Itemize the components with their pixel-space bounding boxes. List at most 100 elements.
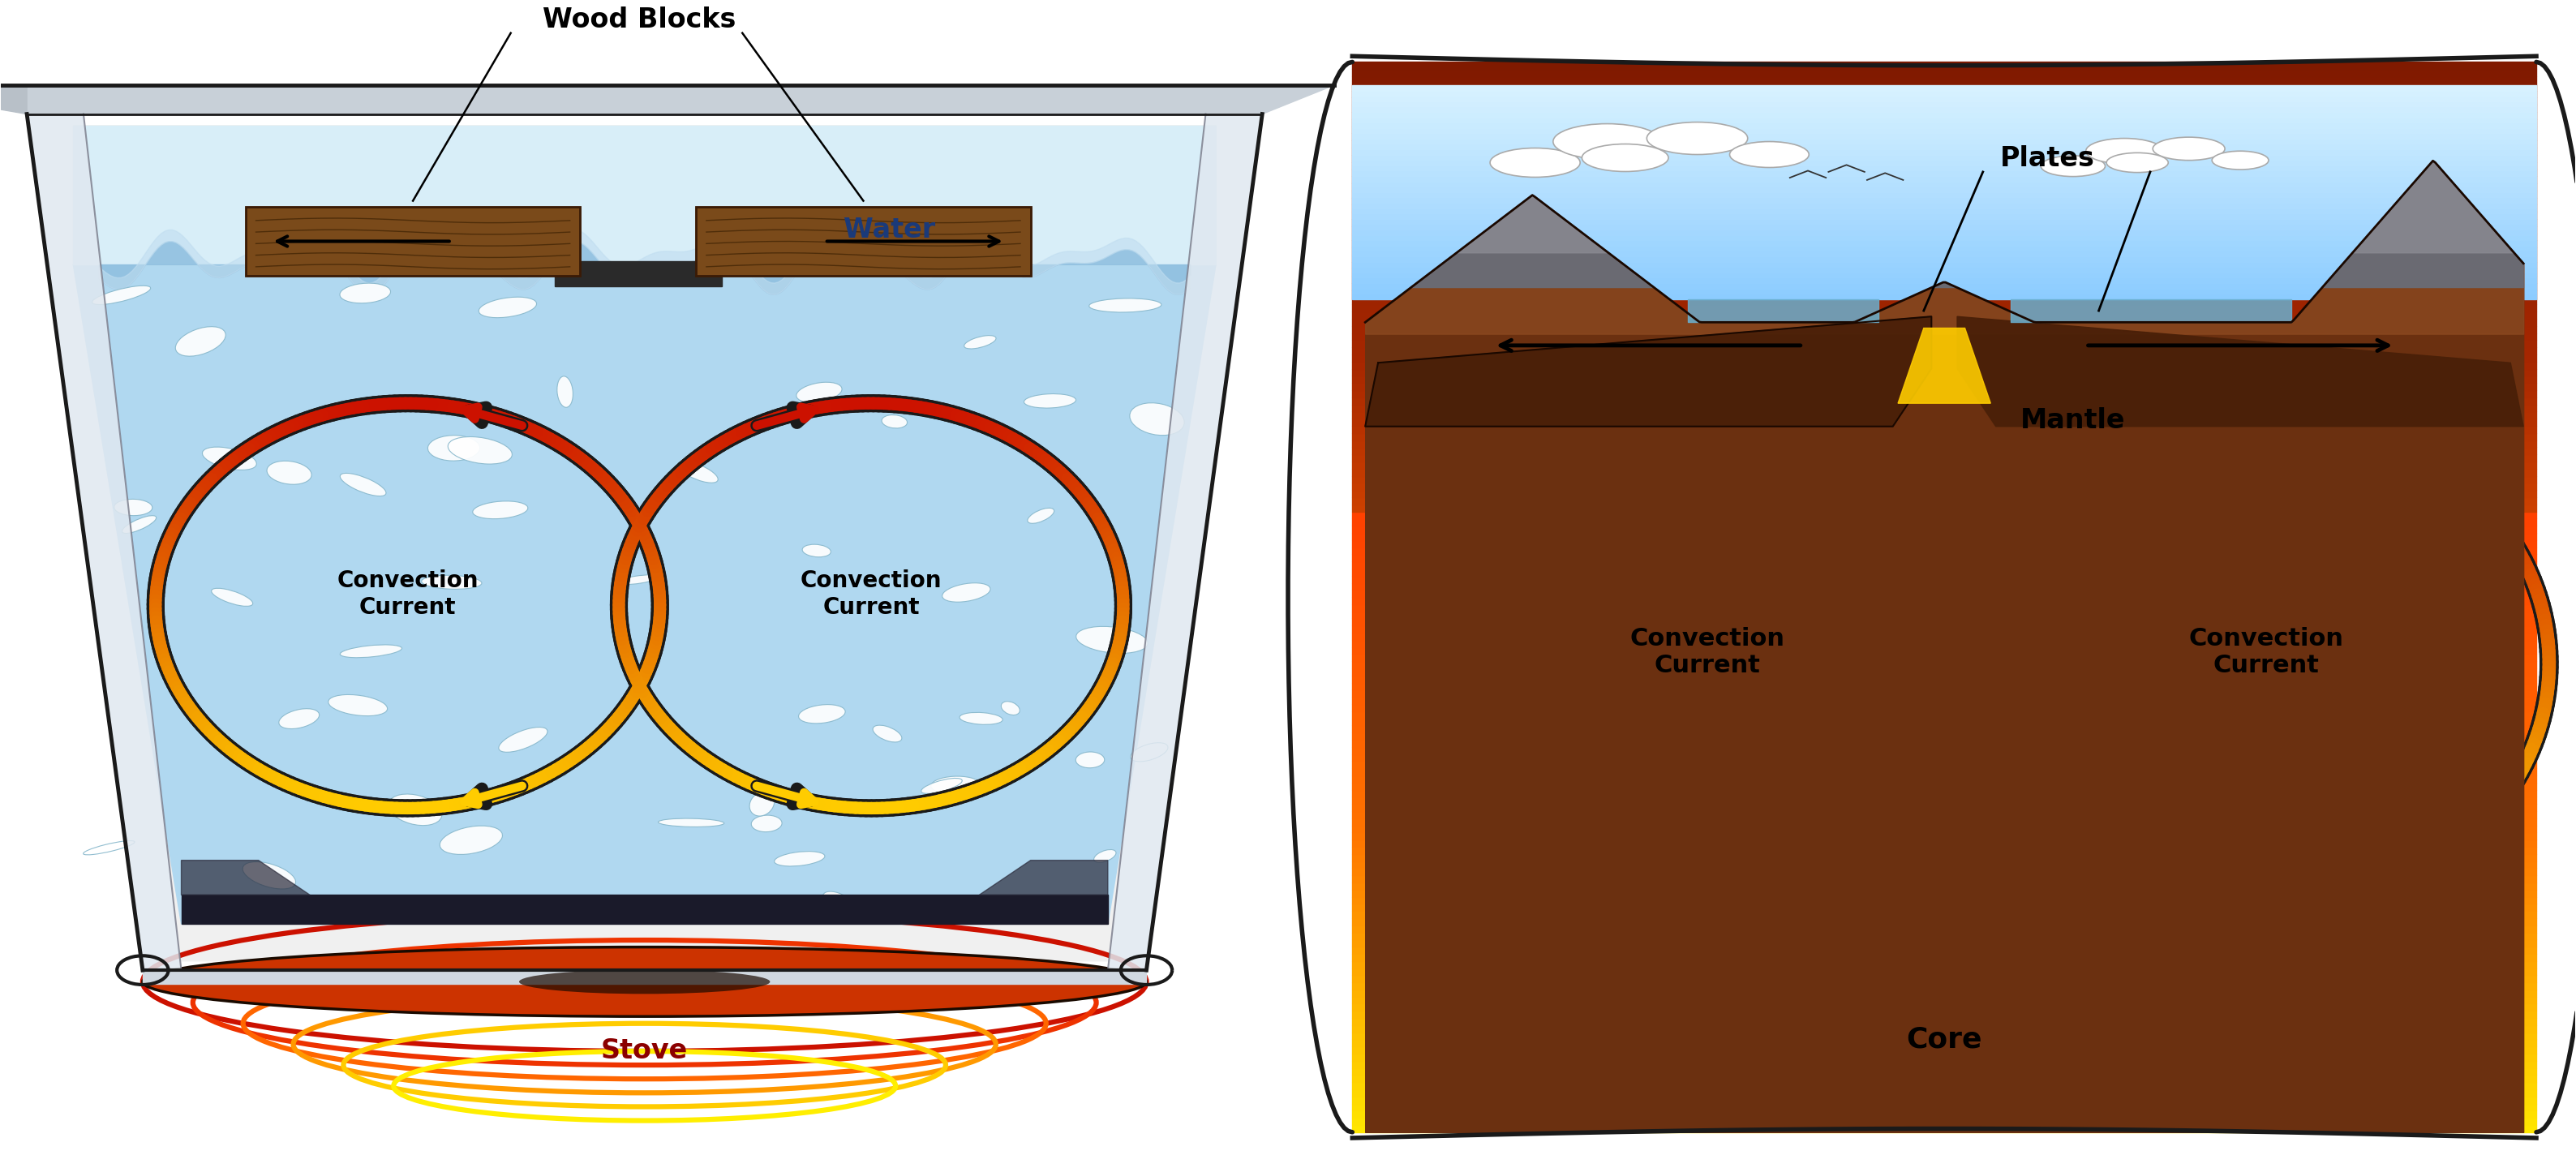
Polygon shape [1352, 769, 2537, 776]
Polygon shape [1352, 1003, 2537, 1010]
Ellipse shape [750, 792, 775, 816]
Ellipse shape [471, 501, 528, 519]
Polygon shape [1352, 840, 2537, 847]
Polygon shape [1958, 317, 2524, 426]
Ellipse shape [616, 575, 659, 584]
Polygon shape [1352, 1040, 2537, 1047]
Polygon shape [1352, 224, 2537, 230]
Polygon shape [1352, 1118, 2537, 1125]
Text: Stove: Stove [600, 1038, 688, 1064]
Polygon shape [1352, 611, 2537, 619]
Ellipse shape [796, 382, 842, 403]
Polygon shape [1352, 847, 2537, 854]
Polygon shape [1352, 961, 2537, 968]
Polygon shape [1352, 925, 2537, 932]
Polygon shape [1352, 214, 2537, 218]
Polygon shape [1352, 447, 2537, 454]
Polygon shape [1352, 819, 2537, 826]
Polygon shape [1352, 590, 2537, 597]
Ellipse shape [211, 589, 252, 606]
Polygon shape [1352, 192, 2537, 197]
Ellipse shape [389, 794, 443, 826]
Ellipse shape [340, 283, 392, 304]
Text: Convection
Current: Convection Current [2190, 627, 2344, 677]
Ellipse shape [121, 515, 157, 534]
Polygon shape [1352, 619, 2537, 626]
Polygon shape [1352, 776, 2537, 783]
Ellipse shape [422, 576, 482, 589]
Polygon shape [1352, 144, 2537, 150]
Polygon shape [1352, 140, 2537, 147]
Polygon shape [1352, 128, 2537, 133]
Polygon shape [1352, 783, 2537, 790]
Ellipse shape [541, 764, 569, 778]
Polygon shape [1352, 83, 2537, 90]
Ellipse shape [930, 777, 981, 794]
Polygon shape [1352, 604, 2537, 611]
Polygon shape [1352, 576, 2537, 583]
Polygon shape [1352, 569, 2537, 576]
Polygon shape [1352, 1083, 2537, 1090]
Polygon shape [1352, 811, 2537, 819]
Polygon shape [1352, 640, 2537, 647]
Polygon shape [1352, 1068, 2537, 1075]
Polygon shape [1352, 1054, 2537, 1061]
Polygon shape [1352, 426, 2537, 433]
Polygon shape [1352, 746, 2537, 755]
Polygon shape [1352, 241, 2537, 248]
Polygon shape [1108, 114, 1262, 971]
Polygon shape [1352, 932, 2537, 939]
Polygon shape [142, 971, 1146, 985]
Polygon shape [1352, 112, 2537, 119]
Ellipse shape [963, 335, 997, 349]
Ellipse shape [1090, 298, 1162, 312]
Polygon shape [1352, 519, 2537, 526]
Polygon shape [0, 85, 26, 114]
Polygon shape [1352, 112, 2537, 117]
Polygon shape [26, 114, 180, 971]
Ellipse shape [93, 286, 149, 305]
Polygon shape [1352, 512, 2537, 519]
Polygon shape [1352, 106, 2537, 112]
Polygon shape [1352, 126, 2537, 133]
Polygon shape [1352, 245, 2537, 251]
Polygon shape [1352, 154, 2537, 160]
Polygon shape [1352, 283, 2537, 288]
Polygon shape [1352, 626, 2537, 633]
Polygon shape [72, 126, 1216, 961]
Polygon shape [1352, 826, 2537, 833]
Polygon shape [1352, 833, 2537, 840]
Polygon shape [1352, 1026, 2537, 1033]
Polygon shape [1352, 262, 2537, 269]
Polygon shape [1352, 262, 2537, 267]
Polygon shape [1352, 654, 2537, 661]
Polygon shape [1352, 482, 2537, 491]
Polygon shape [1352, 276, 2537, 283]
Ellipse shape [775, 851, 824, 867]
Polygon shape [1352, 204, 2537, 211]
Polygon shape [1352, 491, 2537, 498]
Polygon shape [1352, 868, 2537, 875]
Ellipse shape [801, 544, 832, 557]
Polygon shape [1352, 105, 2537, 112]
Polygon shape [1352, 968, 2537, 975]
Ellipse shape [1582, 144, 1669, 172]
Polygon shape [1352, 682, 2537, 690]
Ellipse shape [440, 826, 502, 855]
Polygon shape [1352, 861, 2537, 868]
Polygon shape [1352, 1125, 2537, 1132]
Polygon shape [1352, 954, 2537, 961]
Polygon shape [1352, 996, 2537, 1003]
Polygon shape [1352, 133, 2537, 139]
Ellipse shape [2040, 155, 2105, 176]
Polygon shape [1352, 69, 2537, 76]
Polygon shape [1352, 790, 2537, 797]
Polygon shape [1352, 904, 2537, 911]
Polygon shape [1352, 183, 2537, 190]
Ellipse shape [1553, 124, 1662, 159]
Polygon shape [554, 260, 721, 286]
Polygon shape [1352, 433, 2537, 440]
Polygon shape [1352, 383, 2537, 390]
Polygon shape [1352, 278, 2537, 283]
Polygon shape [1352, 540, 2537, 547]
